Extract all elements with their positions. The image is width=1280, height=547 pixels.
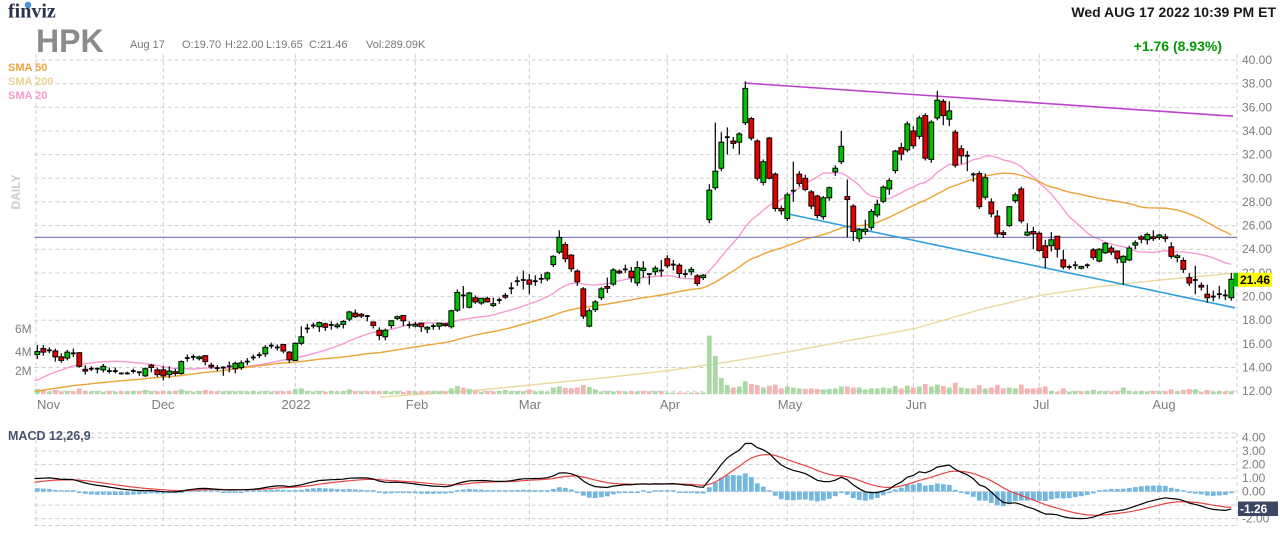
svg-text:Wed AUG 17 2022 10:39 PM ET: Wed AUG 17 2022 10:39 PM ET xyxy=(1071,4,1276,20)
svg-text:SMA 20: SMA 20 xyxy=(8,90,47,102)
svg-text:C:21.46: C:21.46 xyxy=(309,39,348,51)
svg-text:24.00: 24.00 xyxy=(1242,242,1272,256)
svg-text:3.00: 3.00 xyxy=(1242,444,1266,458)
svg-text:DAILY: DAILY xyxy=(9,175,23,210)
svg-text:MACD 12,26,9: MACD 12,26,9 xyxy=(8,429,91,443)
svg-text:40.00: 40.00 xyxy=(1242,53,1272,67)
svg-text:28.00: 28.00 xyxy=(1242,195,1272,209)
svg-text:38.00: 38.00 xyxy=(1242,77,1272,91)
svg-text:26.00: 26.00 xyxy=(1242,219,1272,233)
svg-text:20.00: 20.00 xyxy=(1242,290,1272,304)
svg-text:0.00: 0.00 xyxy=(1242,485,1266,499)
svg-text:Nov: Nov xyxy=(37,397,61,412)
svg-text:Jun: Jun xyxy=(906,397,927,412)
svg-text:2022: 2022 xyxy=(282,397,311,412)
svg-text:18.00: 18.00 xyxy=(1242,313,1272,327)
svg-text:SMA 50: SMA 50 xyxy=(8,62,47,74)
svg-text:4.00: 4.00 xyxy=(1242,431,1266,445)
svg-text:Apr: Apr xyxy=(660,397,681,412)
svg-text:36.00: 36.00 xyxy=(1242,100,1272,114)
svg-text:1.00: 1.00 xyxy=(1242,471,1266,485)
svg-text:14.00: 14.00 xyxy=(1242,361,1272,375)
svg-text:4M: 4M xyxy=(15,345,32,359)
svg-text:finviz: finviz xyxy=(8,1,56,23)
svg-text:Vol:289.09K: Vol:289.09K xyxy=(366,39,426,51)
svg-text:HPK: HPK xyxy=(36,23,104,59)
svg-text:Feb: Feb xyxy=(406,397,428,412)
svg-text:May: May xyxy=(778,397,803,412)
svg-text:16.00: 16.00 xyxy=(1242,337,1272,351)
svg-text:-1.26: -1.26 xyxy=(1240,502,1268,516)
svg-text:32.00: 32.00 xyxy=(1242,148,1272,162)
svg-text:Mar: Mar xyxy=(519,397,542,412)
svg-text:+1.76 (8.93%): +1.76 (8.93%) xyxy=(1134,38,1222,54)
svg-text:Jul: Jul xyxy=(1033,397,1050,412)
svg-text:Aug: Aug xyxy=(1152,397,1175,412)
svg-text:H:22.00: H:22.00 xyxy=(225,39,264,51)
svg-text:34.00: 34.00 xyxy=(1242,124,1272,138)
svg-text:6M: 6M xyxy=(15,322,32,336)
svg-text:SMA 200: SMA 200 xyxy=(8,76,53,88)
svg-text:L:19.65: L:19.65 xyxy=(266,39,303,51)
svg-text:O:19.70: O:19.70 xyxy=(182,39,221,51)
svg-text:2.00: 2.00 xyxy=(1242,458,1266,472)
svg-text:2M: 2M xyxy=(15,364,32,378)
svg-text:30.00: 30.00 xyxy=(1242,171,1272,185)
svg-text:Dec: Dec xyxy=(151,397,175,412)
svg-text:12.00: 12.00 xyxy=(1242,384,1272,398)
svg-text:21.46: 21.46 xyxy=(1240,273,1270,287)
svg-text:Aug 17: Aug 17 xyxy=(130,39,165,51)
